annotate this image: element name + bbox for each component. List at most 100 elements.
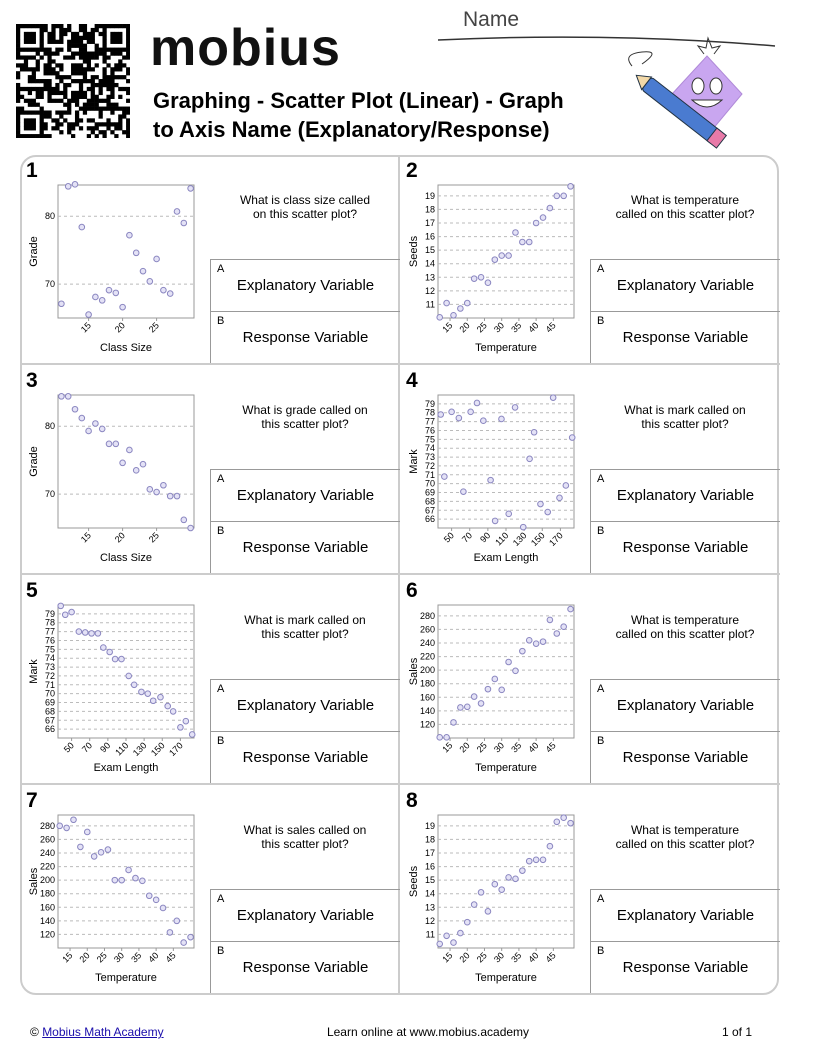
qr-module bbox=[74, 67, 80, 72]
qr-module bbox=[31, 39, 36, 44]
qr-module bbox=[27, 90, 33, 96]
qr-module bbox=[78, 94, 84, 99]
answer-option[interactable]: A Explanatory Variable bbox=[590, 469, 780, 521]
point bbox=[537, 500, 544, 508]
qr-module bbox=[106, 24, 111, 29]
qr-module bbox=[27, 122, 33, 127]
qr-module bbox=[106, 75, 111, 80]
qr-module bbox=[39, 39, 44, 44]
qr-module bbox=[78, 126, 84, 131]
option-text: Explanatory Variable bbox=[236, 487, 375, 504]
qr-module bbox=[74, 43, 80, 48]
qr-module bbox=[126, 27, 130, 33]
qr-module bbox=[114, 39, 119, 44]
qr-module bbox=[16, 114, 21, 119]
answer-option[interactable]: B Response Variable bbox=[210, 521, 400, 573]
answer-option[interactable]: B Response Variable bbox=[590, 521, 780, 573]
qr-module bbox=[16, 86, 21, 92]
point bbox=[498, 415, 505, 423]
x-tick-label: 15 bbox=[60, 950, 74, 964]
answer-option[interactable]: A Explanatory Variable bbox=[590, 259, 780, 311]
problem-number: 6 bbox=[406, 579, 418, 602]
qr-module bbox=[118, 75, 123, 80]
qr-module bbox=[102, 35, 107, 41]
qr-module bbox=[86, 126, 91, 131]
point bbox=[532, 640, 540, 647]
qr-module bbox=[59, 114, 64, 119]
qr-module bbox=[126, 126, 130, 131]
answer-option[interactable]: A Explanatory Variable bbox=[590, 889, 780, 941]
qr-module bbox=[23, 86, 29, 92]
point bbox=[553, 192, 561, 200]
name-label: Name bbox=[463, 8, 520, 31]
y-tick-label: 18 bbox=[425, 834, 435, 844]
option-text: Response Variable bbox=[622, 959, 749, 976]
point bbox=[146, 486, 154, 493]
answer-option[interactable]: B Response Variable bbox=[210, 941, 400, 993]
qr-module bbox=[27, 24, 33, 29]
qr-module bbox=[114, 106, 119, 111]
qr-module bbox=[51, 71, 56, 76]
answer-option[interactable]: A Explanatory Variable bbox=[210, 469, 400, 521]
qr-module bbox=[94, 82, 99, 88]
y-tick-label: 18 bbox=[425, 204, 435, 214]
answer-option[interactable]: B Response Variable bbox=[590, 941, 780, 993]
answer-option[interactable]: B Response Variable bbox=[210, 311, 400, 363]
point bbox=[457, 929, 464, 937]
x-tick-label: 15 bbox=[440, 320, 454, 334]
qr-module bbox=[122, 106, 127, 111]
qr-module bbox=[39, 90, 44, 96]
qr-module bbox=[114, 122, 119, 127]
qr-module bbox=[63, 110, 68, 115]
qr-module bbox=[51, 126, 56, 131]
point bbox=[553, 818, 561, 826]
y-tick-label: 68 bbox=[425, 496, 435, 506]
qr-module bbox=[82, 27, 88, 33]
answer-option[interactable]: B Response Variable bbox=[210, 731, 400, 783]
y-axis-label: Seeds bbox=[408, 235, 420, 267]
qr-module bbox=[118, 118, 123, 123]
qr-module bbox=[126, 35, 130, 41]
qr-module bbox=[98, 31, 103, 37]
qr-module bbox=[39, 122, 44, 127]
y-tick-label: 17 bbox=[425, 848, 435, 858]
y-tick-label: 19 bbox=[425, 191, 435, 201]
plot-area bbox=[437, 184, 575, 319]
point bbox=[70, 816, 77, 824]
option-text: Explanatory Variable bbox=[236, 697, 375, 714]
answer-option[interactable]: B Response Variable bbox=[590, 731, 780, 783]
point bbox=[491, 880, 499, 888]
qr-module bbox=[86, 118, 91, 123]
qr-module bbox=[126, 24, 130, 29]
option-text: Explanatory Variable bbox=[616, 487, 755, 504]
x-axis-label: Temperature bbox=[475, 342, 537, 354]
point bbox=[157, 693, 164, 701]
answer-option[interactable]: A Explanatory Variable bbox=[210, 259, 400, 311]
answer-option[interactable]: A Explanatory Variable bbox=[590, 679, 780, 731]
qr-module bbox=[23, 24, 29, 29]
qr-module bbox=[27, 126, 33, 131]
qr-module bbox=[78, 86, 84, 92]
answer-option[interactable]: B Response Variable bbox=[590, 311, 780, 363]
answer-option[interactable]: A Explanatory Variable bbox=[210, 679, 400, 731]
point bbox=[75, 628, 83, 635]
qr-module bbox=[94, 27, 99, 33]
y-tick-label: 66 bbox=[425, 514, 435, 524]
qr-module bbox=[43, 134, 48, 138]
x-tick-label: 30 bbox=[112, 950, 126, 964]
point bbox=[187, 185, 194, 192]
qr-module bbox=[94, 24, 99, 29]
x-tick-label: 150 bbox=[149, 740, 167, 758]
qr-module bbox=[71, 51, 76, 56]
point bbox=[544, 508, 552, 516]
academy-link[interactable]: Mobius Math Academy bbox=[42, 1025, 164, 1039]
y-axis-label: Mark bbox=[28, 659, 40, 684]
question: What is sales called on this scatter plo… bbox=[243, 823, 367, 851]
qr-module bbox=[31, 110, 36, 115]
y-tick-label: 16 bbox=[425, 232, 435, 242]
point bbox=[484, 685, 492, 693]
x-tick-label: 50 bbox=[62, 740, 76, 754]
qr-module bbox=[74, 94, 80, 99]
answer-option[interactable]: A Explanatory Variable bbox=[210, 889, 400, 941]
x-tick-label: 35 bbox=[509, 950, 523, 964]
